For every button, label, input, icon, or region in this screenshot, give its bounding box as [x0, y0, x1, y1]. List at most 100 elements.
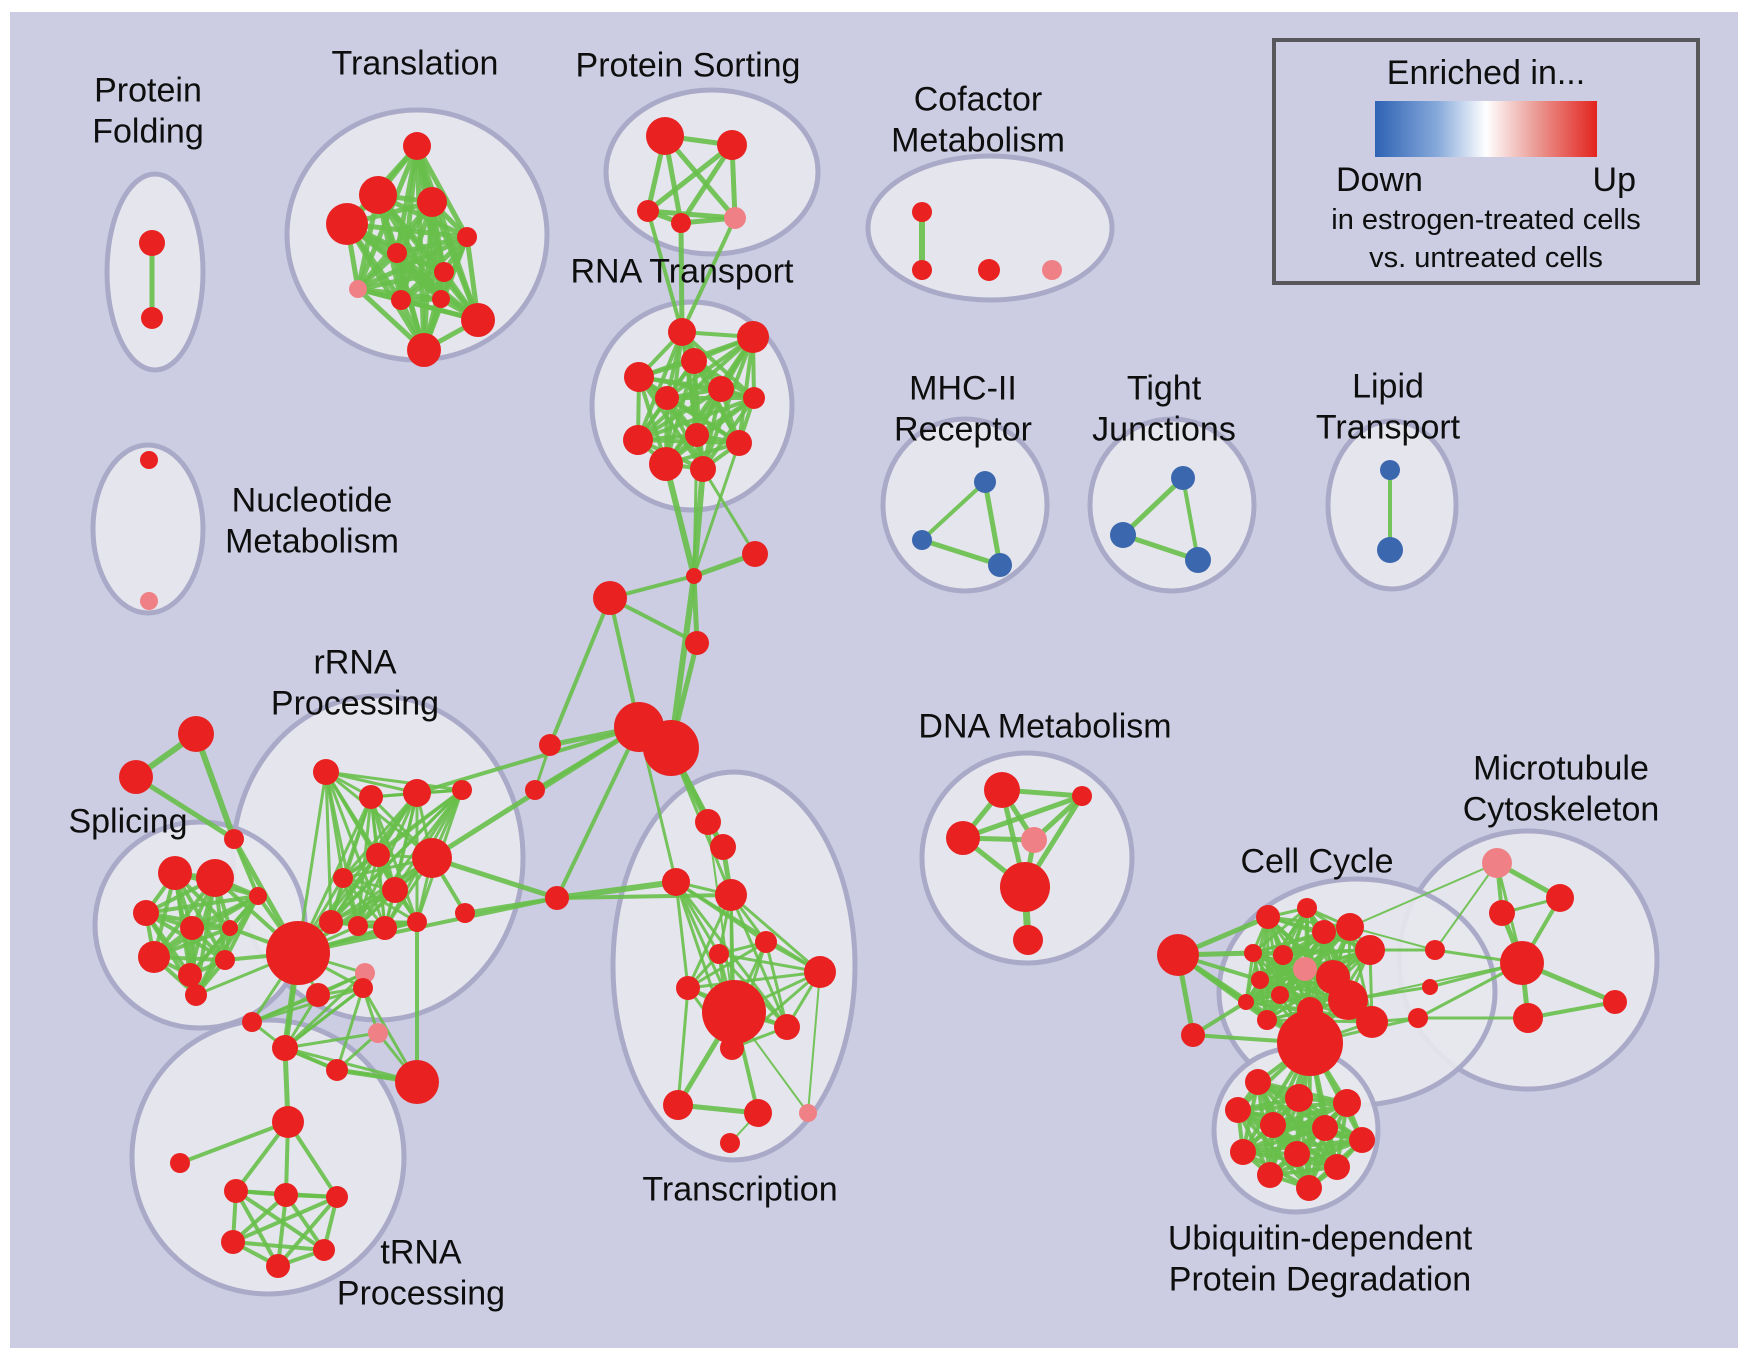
network-node[interactable]	[726, 430, 752, 456]
network-node[interactable]	[1333, 1089, 1361, 1117]
network-node[interactable]	[1251, 971, 1269, 989]
network-node[interactable]	[133, 900, 159, 926]
network-node[interactable]	[702, 980, 766, 1044]
network-node[interactable]	[1324, 1154, 1350, 1180]
network-node[interactable]	[1257, 1162, 1283, 1188]
network-node[interactable]	[196, 859, 234, 897]
network-node[interactable]	[1356, 1006, 1388, 1038]
network-node[interactable]	[272, 1035, 298, 1061]
network-node[interactable]	[1284, 1141, 1310, 1167]
network-node[interactable]	[395, 1060, 439, 1104]
network-node[interactable]	[140, 451, 158, 469]
network-node[interactable]	[141, 307, 163, 329]
network-node[interactable]	[912, 530, 932, 550]
network-node[interactable]	[649, 447, 683, 481]
network-node[interactable]	[359, 176, 397, 214]
network-node[interactable]	[1500, 941, 1544, 985]
network-node[interactable]	[1271, 986, 1289, 1004]
network-node[interactable]	[681, 348, 707, 374]
network-node[interactable]	[1171, 466, 1195, 490]
network-node[interactable]	[668, 318, 696, 346]
network-node[interactable]	[382, 877, 408, 903]
network-node[interactable]	[1328, 980, 1368, 1020]
network-node[interactable]	[412, 838, 452, 878]
network-node[interactable]	[313, 1239, 335, 1261]
network-node[interactable]	[349, 280, 367, 298]
network-node[interactable]	[1042, 260, 1062, 280]
network-node[interactable]	[637, 200, 659, 222]
network-node[interactable]	[1293, 957, 1317, 981]
network-node[interactable]	[1000, 862, 1050, 912]
network-node[interactable]	[1244, 944, 1262, 962]
network-node[interactable]	[988, 553, 1012, 577]
network-node[interactable]	[222, 920, 238, 936]
network-node[interactable]	[326, 1186, 348, 1208]
network-node[interactable]	[709, 944, 729, 964]
network-node[interactable]	[1260, 1112, 1286, 1138]
network-node[interactable]	[1355, 935, 1385, 965]
network-node[interactable]	[1225, 1097, 1251, 1123]
network-node[interactable]	[1380, 460, 1400, 480]
network-node[interactable]	[708, 376, 734, 402]
network-node[interactable]	[593, 581, 627, 615]
network-node[interactable]	[373, 916, 397, 940]
network-node[interactable]	[242, 1012, 262, 1032]
network-node[interactable]	[655, 386, 679, 410]
network-node[interactable]	[180, 916, 204, 940]
network-node[interactable]	[366, 843, 390, 867]
network-node[interactable]	[1336, 913, 1364, 941]
network-node[interactable]	[974, 471, 996, 493]
network-node[interactable]	[646, 117, 684, 155]
network-node[interactable]	[671, 213, 691, 233]
network-node[interactable]	[715, 879, 747, 911]
network-node[interactable]	[274, 1183, 298, 1207]
network-node[interactable]	[946, 821, 980, 855]
network-node[interactable]	[119, 760, 153, 794]
network-node[interactable]	[1546, 884, 1574, 912]
network-node[interactable]	[1245, 1069, 1271, 1095]
network-node[interactable]	[139, 230, 165, 256]
network-node[interactable]	[742, 541, 768, 567]
network-node[interactable]	[221, 1230, 245, 1254]
network-node[interactable]	[774, 1014, 800, 1040]
network-node[interactable]	[695, 809, 721, 835]
network-node[interactable]	[978, 259, 1000, 281]
network-node[interactable]	[1603, 990, 1627, 1014]
network-node[interactable]	[215, 950, 235, 970]
network-node[interactable]	[743, 387, 765, 409]
network-node[interactable]	[690, 456, 716, 482]
network-node[interactable]	[663, 1090, 693, 1120]
network-node[interactable]	[1513, 1003, 1543, 1033]
network-node[interactable]	[359, 785, 383, 809]
network-node[interactable]	[452, 780, 472, 800]
network-node[interactable]	[266, 921, 330, 985]
network-node[interactable]	[391, 290, 411, 310]
network-node[interactable]	[624, 362, 654, 392]
network-node[interactable]	[313, 759, 339, 785]
network-node[interactable]	[799, 1104, 817, 1122]
network-node[interactable]	[306, 983, 330, 1007]
network-node[interactable]	[1408, 1008, 1428, 1028]
network-node[interactable]	[178, 716, 214, 752]
network-node[interactable]	[1021, 827, 1047, 853]
network-node[interactable]	[432, 290, 450, 308]
network-node[interactable]	[720, 1133, 740, 1153]
network-node[interactable]	[1377, 537, 1403, 563]
network-node[interactable]	[407, 912, 427, 932]
network-node[interactable]	[1110, 522, 1136, 548]
network-node[interactable]	[1013, 925, 1043, 955]
network-node[interactable]	[676, 976, 700, 1000]
network-node[interactable]	[457, 227, 477, 247]
network-node[interactable]	[1297, 898, 1317, 918]
network-node[interactable]	[1230, 1139, 1256, 1165]
network-node[interactable]	[417, 187, 447, 217]
network-node[interactable]	[737, 321, 769, 353]
network-node[interactable]	[355, 963, 375, 983]
network-node[interactable]	[326, 1059, 348, 1081]
network-node[interactable]	[158, 856, 192, 890]
network-node[interactable]	[272, 1106, 304, 1138]
network-node[interactable]	[1489, 900, 1515, 926]
network-node[interactable]	[912, 260, 932, 280]
network-node[interactable]	[717, 130, 747, 160]
network-node[interactable]	[912, 202, 932, 222]
